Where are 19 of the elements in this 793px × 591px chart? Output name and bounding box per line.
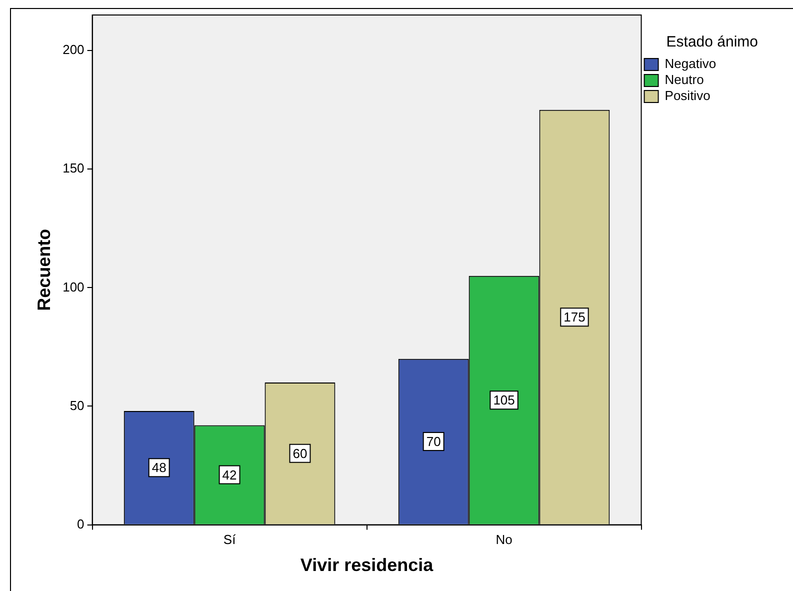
x-axis-title: Vivir residencia	[300, 555, 434, 576]
legend-label: Positivo	[664, 88, 710, 104]
legend-label: Neutro	[664, 72, 704, 88]
y-tick-label: 50	[70, 398, 84, 413]
legend-title: Estado ánimo	[666, 34, 758, 51]
x-tick-label: Sí	[223, 532, 236, 548]
y-axis-title: Recuento	[34, 228, 54, 311]
y-tick-label: 150	[62, 160, 84, 176]
data-label: 105	[493, 392, 515, 408]
data-label: 70	[426, 434, 441, 450]
legend-label: Negativo	[664, 56, 716, 72]
x-tick-label: No	[496, 532, 512, 548]
data-label: 42	[222, 467, 237, 482]
y-tick-label: 0	[77, 516, 84, 532]
data-label: 48	[152, 460, 166, 476]
data-label: 60	[292, 446, 308, 461]
y-tick-label: 200	[62, 42, 84, 58]
y-tick-label: 100	[62, 279, 84, 294]
data-label: 175	[564, 310, 586, 325]
